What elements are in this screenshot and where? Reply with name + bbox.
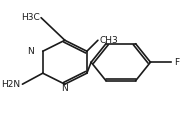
Text: H2N: H2N — [2, 80, 21, 89]
Text: N: N — [28, 47, 34, 56]
Text: F: F — [174, 58, 179, 67]
Text: N: N — [62, 84, 68, 93]
Text: H3C: H3C — [21, 13, 39, 22]
Text: CH3: CH3 — [100, 36, 118, 45]
